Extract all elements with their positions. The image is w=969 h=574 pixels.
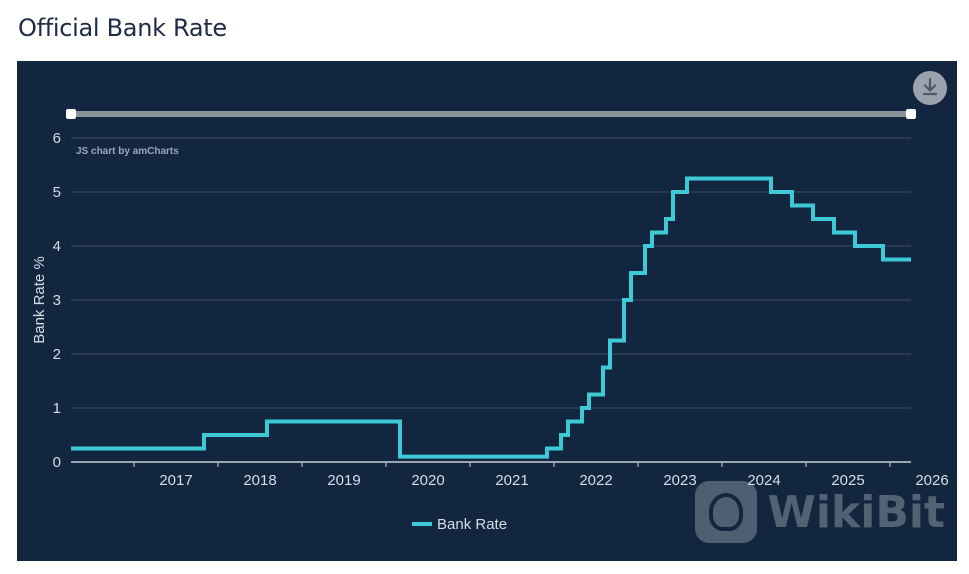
x-tick-label: 2026 bbox=[915, 472, 948, 489]
x-tick-label: 2021 bbox=[495, 472, 528, 489]
amcharts-credit: JS chart by amCharts bbox=[76, 146, 179, 157]
scrollbar-handle-left[interactable] bbox=[66, 109, 76, 119]
y-tick-label: 3 bbox=[53, 292, 61, 309]
y-tick-label: 2 bbox=[53, 346, 61, 363]
bank-rate-chart: 0 1 2 3 4 5 6 2017 2018 2019 2020 2021 2022 2023 2024 2… bbox=[31, 71, 949, 533]
watermark: WikiBit bbox=[695, 481, 945, 543]
scrollbar-handle-right[interactable] bbox=[906, 109, 916, 119]
legend-label[interactable]: Bank Rate bbox=[437, 516, 507, 533]
series-line-bank-rate bbox=[71, 176, 911, 459]
x-tick-label: 2018 bbox=[243, 472, 276, 489]
scrollbar-track[interactable] bbox=[71, 111, 911, 117]
download-icon bbox=[922, 77, 938, 96]
y-tick-label: 6 bbox=[53, 130, 61, 147]
y-tick-label: 5 bbox=[53, 184, 61, 201]
watermark-text: WikiBit bbox=[767, 486, 945, 538]
page-title: Official Bank Rate bbox=[18, 14, 227, 42]
y-axis-title: Bank Rate % bbox=[31, 256, 48, 344]
x-tick-label: 2025 bbox=[831, 472, 864, 489]
chart-panel: 0 1 2 3 4 5 6 2017 2018 2019 2020 2021 2022 2023 2024 2… bbox=[17, 61, 957, 561]
x-tick-label: 2023 bbox=[663, 472, 696, 489]
x-tick-label: 2017 bbox=[159, 472, 192, 489]
x-tick-label: 2024 bbox=[747, 472, 780, 489]
x-tick-label: 2022 bbox=[579, 472, 612, 489]
x-tick-label: 2019 bbox=[327, 472, 360, 489]
watermark-logo bbox=[695, 481, 758, 543]
x-tick-label: 2020 bbox=[411, 472, 444, 489]
y-tick-label: 0 bbox=[53, 454, 61, 471]
y-tick-label: 1 bbox=[53, 400, 61, 417]
y-tick-label: 4 bbox=[53, 238, 61, 255]
